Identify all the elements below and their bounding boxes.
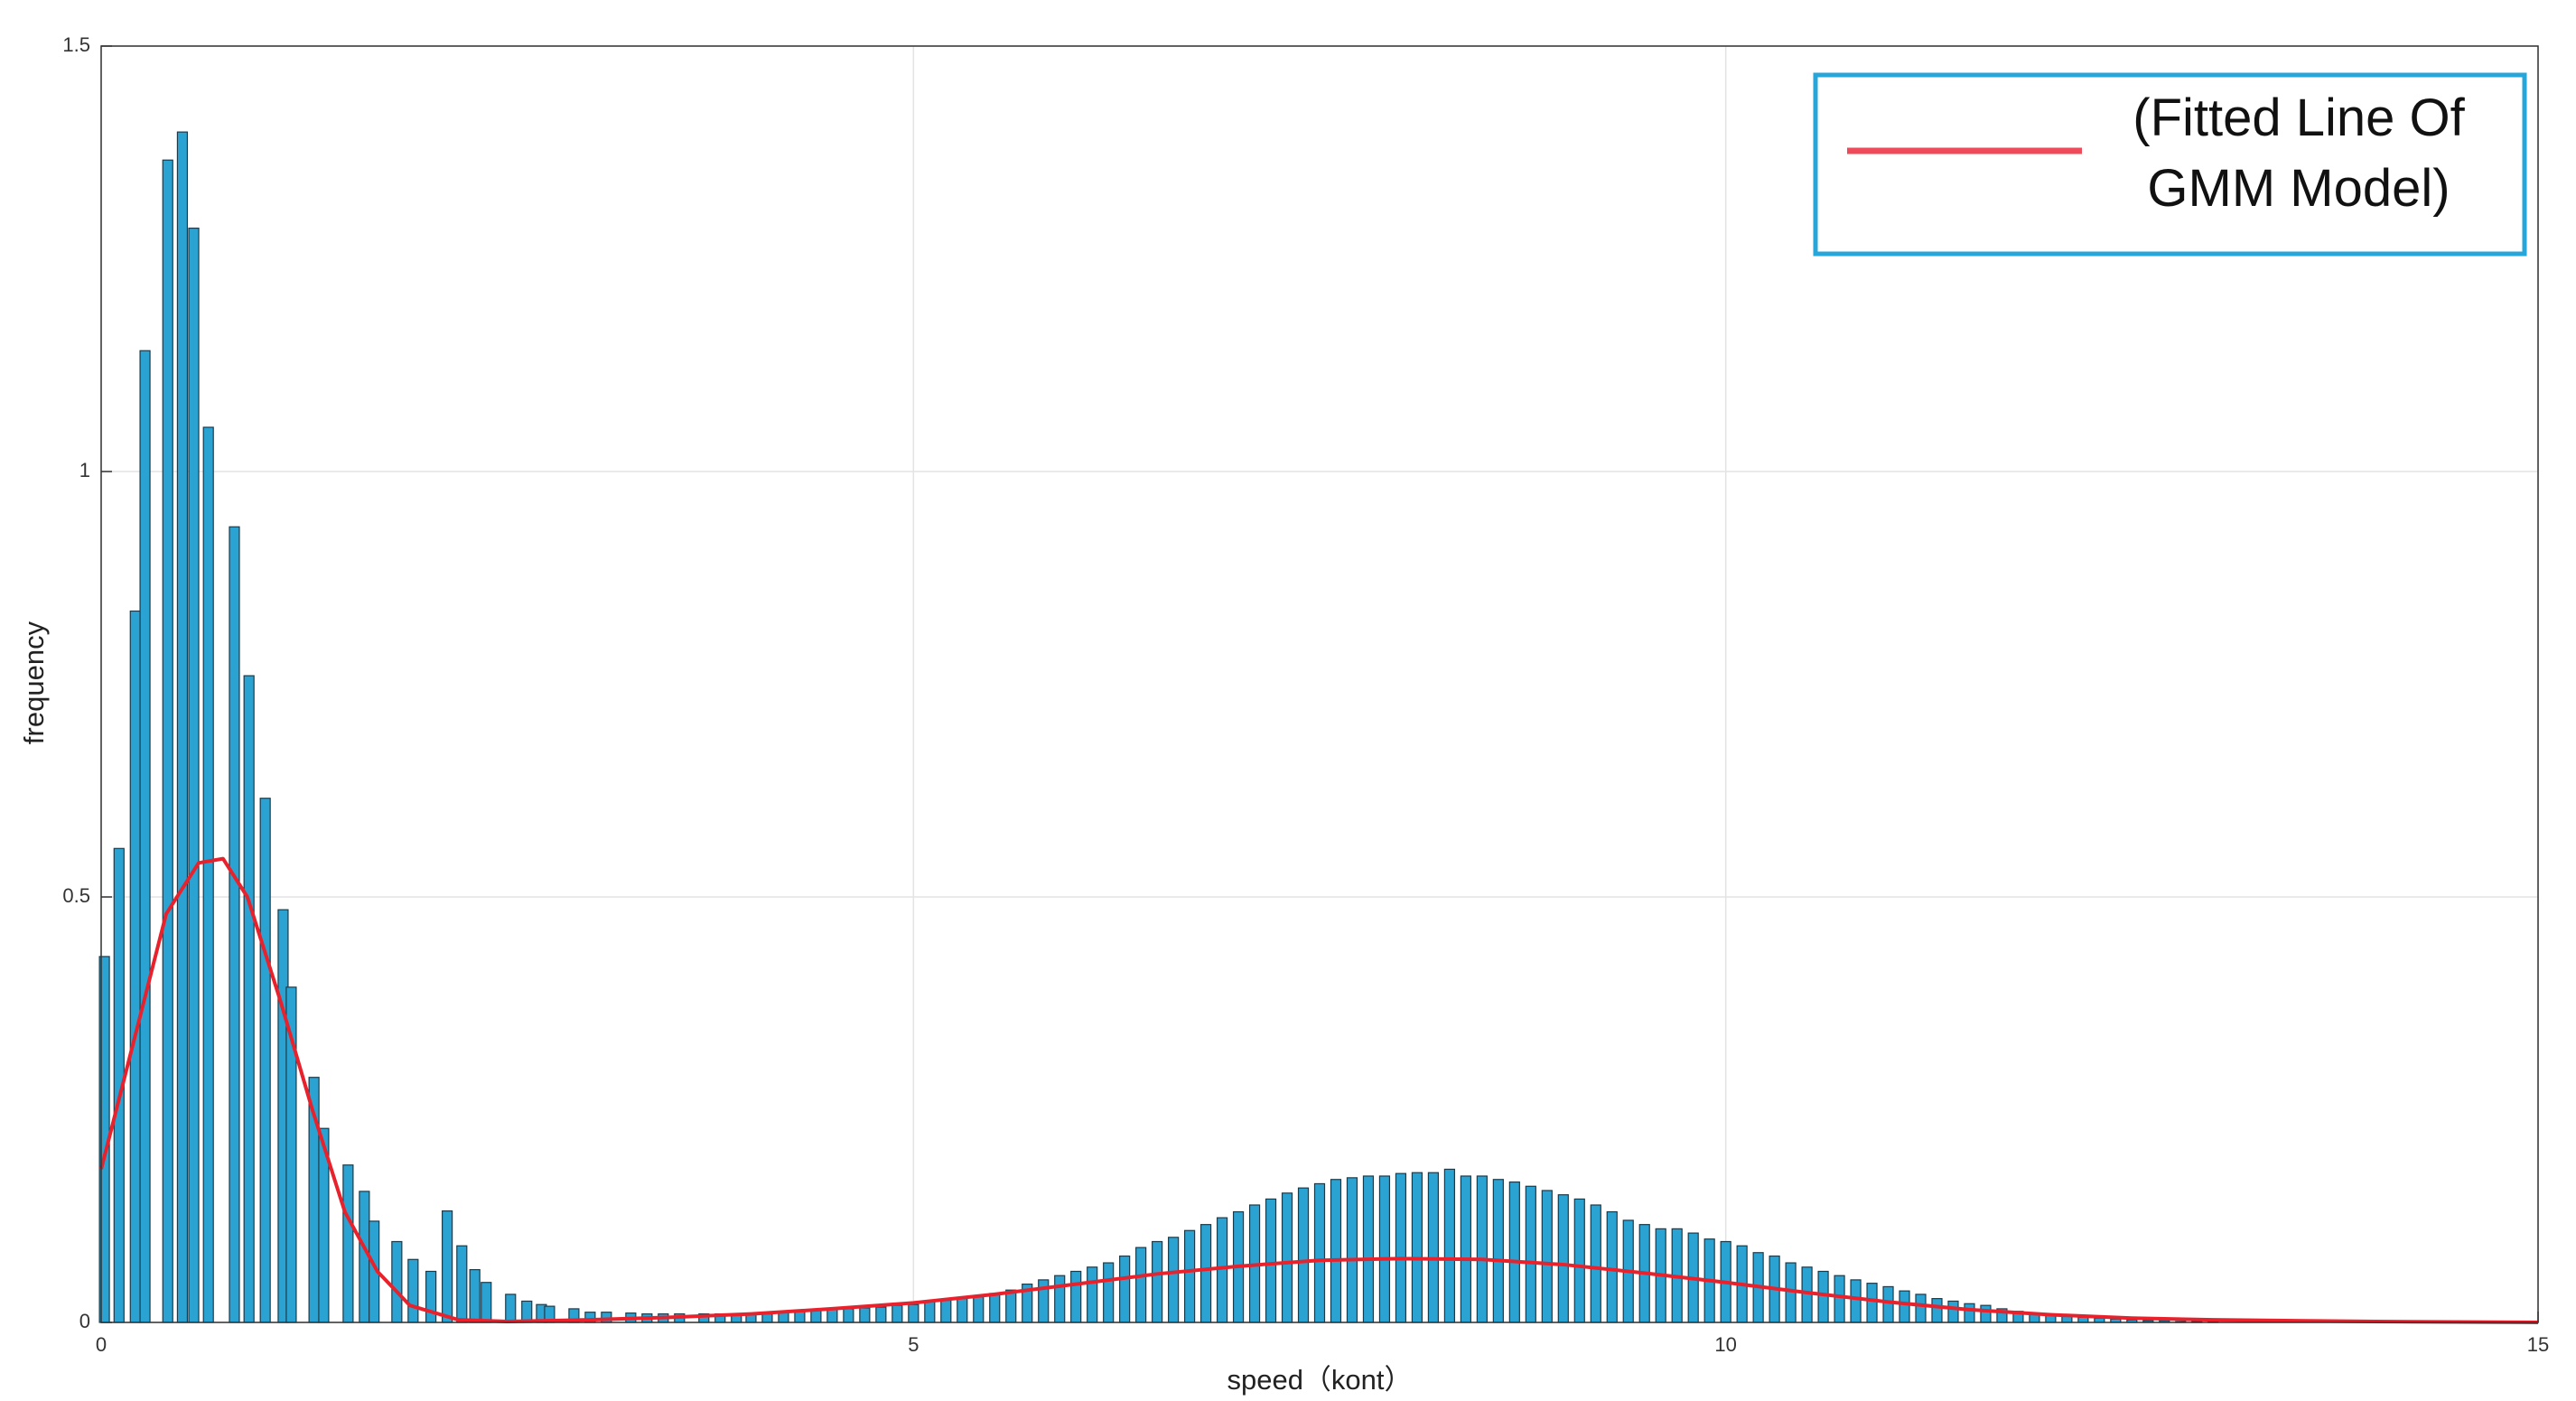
bar [859, 1307, 871, 1323]
bar [1882, 1285, 1894, 1323]
bar [1411, 1172, 1423, 1323]
bar [1054, 1275, 1066, 1323]
bar [1330, 1179, 1342, 1323]
bar [469, 1268, 481, 1323]
bar [1492, 1179, 1504, 1323]
bar [202, 426, 214, 1323]
bar [940, 1299, 952, 1323]
bar [1590, 1204, 1601, 1323]
bar [843, 1308, 854, 1323]
x-tick-label: 5 [908, 1333, 919, 1356]
bar [1915, 1294, 1927, 1323]
bar [1103, 1262, 1115, 1323]
bar [176, 131, 189, 1323]
bar [1947, 1300, 1959, 1323]
y-tick-label: 0 [79, 1310, 90, 1332]
bar [1931, 1298, 1943, 1323]
bar [891, 1304, 903, 1323]
y-axis-label: frequency [18, 621, 50, 744]
bar [1817, 1270, 1829, 1323]
bar [1087, 1266, 1098, 1323]
bar [1378, 1175, 1391, 1323]
y-tick-label: 1.5 [62, 33, 90, 56]
marks [98, 131, 2539, 1324]
bar [505, 1294, 517, 1323]
x-tick-label: 0 [96, 1333, 107, 1356]
bar [957, 1298, 968, 1323]
bar [391, 1240, 403, 1323]
bar [1850, 1279, 1862, 1323]
legend: (Fitted Line Of GMM Model) [1813, 72, 2527, 257]
bar [188, 227, 200, 1323]
bar [442, 1210, 453, 1323]
y-tick-label: 1 [79, 459, 90, 481]
bar [973, 1296, 985, 1323]
bar [1199, 1224, 1212, 1323]
plot-area [101, 46, 2538, 1322]
bar [1362, 1175, 1375, 1323]
bar [1525, 1185, 1536, 1323]
bar [810, 1310, 822, 1323]
bar [162, 159, 173, 1323]
bar [1443, 1168, 1455, 1323]
bar [1168, 1237, 1180, 1323]
bar [425, 1270, 437, 1323]
bar [2077, 1316, 2089, 1323]
fitted-line [99, 856, 2539, 1324]
bar [1005, 1289, 1017, 1323]
bar [521, 1300, 533, 1323]
bar [1297, 1187, 1310, 1323]
y-tick-label: 0.5 [62, 884, 90, 907]
bar [1184, 1229, 1196, 1323]
bar [1119, 1255, 1131, 1323]
bar [1557, 1194, 1569, 1323]
x-tick-label: 10 [1714, 1333, 1736, 1356]
legend-label: (Fitted Line Of GMM Model) [2133, 89, 2465, 219]
bar [908, 1303, 919, 1323]
bar [1313, 1182, 1326, 1323]
bar [761, 1312, 773, 1323]
bar [139, 350, 151, 1323]
bar [1216, 1217, 1228, 1323]
bar [1427, 1172, 1440, 1323]
bar [1834, 1275, 1845, 1323]
bar [1265, 1198, 1277, 1323]
bar [924, 1301, 936, 1323]
x-tick-label: 15 [2527, 1333, 2549, 1356]
bar [229, 526, 240, 1323]
bar [1395, 1172, 1407, 1323]
x-axis-label: speed（kont） [1227, 1364, 1412, 1396]
bar [1070, 1270, 1082, 1323]
bar [1460, 1175, 1471, 1323]
bar [1508, 1181, 1520, 1323]
bar [1606, 1210, 1618, 1323]
bar [1980, 1304, 1992, 1323]
bar [1964, 1303, 1975, 1323]
bar [875, 1306, 887, 1323]
bar [481, 1282, 492, 1323]
bar [1152, 1240, 1163, 1323]
bar [1281, 1192, 1293, 1323]
bar [259, 798, 271, 1323]
bar [1346, 1177, 1358, 1323]
plot-frame [100, 45, 2539, 1323]
legend-box [1813, 72, 2527, 257]
bar [342, 1164, 354, 1323]
legend-label-box: (Fitted Line Of GMM Model) [2133, 89, 2465, 219]
bar [1866, 1283, 1878, 1323]
bar [1899, 1290, 1910, 1323]
bar [826, 1309, 838, 1323]
bar [794, 1311, 806, 1323]
bar [1573, 1198, 1585, 1323]
bar [1135, 1247, 1147, 1323]
bar [129, 610, 141, 1323]
bar [1541, 1190, 1553, 1323]
bar [243, 675, 255, 1323]
bar [456, 1245, 468, 1323]
bar [989, 1293, 1001, 1323]
bar [407, 1258, 419, 1323]
bar [1476, 1175, 1488, 1323]
